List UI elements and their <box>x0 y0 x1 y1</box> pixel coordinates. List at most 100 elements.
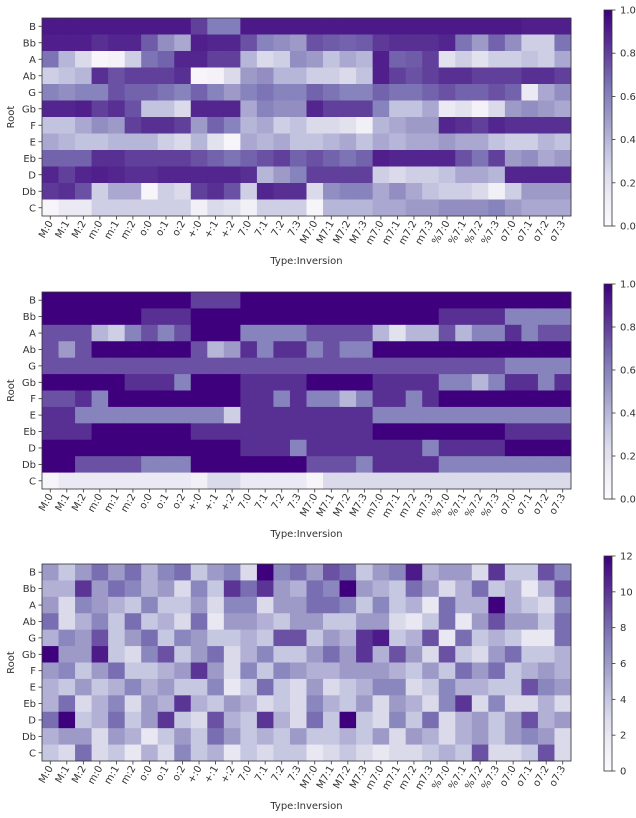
heatmap-cell <box>422 406 440 424</box>
colorbar-tick-label: 0.2 <box>620 178 636 189</box>
colorbar-tick-label: 0.4 <box>620 409 636 420</box>
x-tick-label: +:0 <box>186 492 205 513</box>
heatmap-cell <box>190 406 208 424</box>
heatmap-cell <box>124 456 142 473</box>
y-tick-label: G <box>28 633 36 644</box>
heatmap-cell <box>537 678 555 696</box>
heatmap-cell <box>488 439 506 457</box>
heatmap-cell <box>372 341 390 359</box>
x-tick-label: o:0 <box>138 492 155 511</box>
heatmap-cell <box>240 406 258 424</box>
heatmap-cell <box>223 580 241 598</box>
heatmap-cell <box>141 695 159 713</box>
heatmap-cell <box>422 695 440 713</box>
heatmap-cell <box>42 324 59 342</box>
heatmap-cell <box>405 695 423 713</box>
heatmap-cell <box>488 133 506 151</box>
heatmap-cell <box>190 18 208 35</box>
heatmap-cell <box>455 629 473 647</box>
heatmap-cell <box>42 456 59 473</box>
heatmap-cell <box>223 744 241 762</box>
x-tick-label: o7:0 <box>498 219 519 244</box>
heatmap-cell <box>207 18 225 35</box>
heatmap-cell <box>438 67 456 85</box>
heatmap-cell <box>289 439 307 457</box>
heatmap-cell <box>75 728 92 745</box>
heatmap-cell <box>356 183 374 200</box>
heatmap-cell <box>240 292 258 309</box>
heatmap-cell <box>256 34 274 52</box>
colorbar-tick-label: 0.6 <box>620 366 636 377</box>
heatmap-cell <box>356 629 374 647</box>
heatmap-cell <box>223 728 241 745</box>
heatmap-cell <box>124 596 142 614</box>
heatmap-cell <box>372 439 390 457</box>
x-tick-label: o7:1 <box>515 764 536 789</box>
x-tick-label: +:2 <box>219 764 238 785</box>
heatmap-cell <box>157 183 175 200</box>
heatmap-cell <box>488 292 506 309</box>
heatmap-cell <box>207 456 225 473</box>
heatmap-cell <box>389 390 407 408</box>
heatmap-cell <box>124 678 142 696</box>
heatmap-cell <box>75 18 92 35</box>
heatmap-cell <box>389 84 407 101</box>
heatmap-cell <box>108 390 126 408</box>
heatmap-cell <box>223 100 241 118</box>
heatmap-cell <box>537 423 555 441</box>
heatmap-cell <box>389 117 407 134</box>
heatmap-cell <box>405 199 423 217</box>
heatmap-cell <box>190 100 208 118</box>
heatmap-cell <box>223 67 241 85</box>
heatmap-cell <box>108 629 126 647</box>
heatmap-cell <box>554 406 572 424</box>
heatmap-cell <box>537 183 555 200</box>
heatmap-cell <box>455 580 473 598</box>
heatmap-cell <box>339 646 357 663</box>
heatmap-cell <box>521 51 539 68</box>
heatmap-cell <box>157 678 175 696</box>
heatmap-cell <box>289 678 307 696</box>
heatmap-cell <box>372 580 390 598</box>
heatmap-cell <box>323 744 340 762</box>
colorbar-tick-label: 0.2 <box>620 452 636 463</box>
heatmap-cell <box>157 472 175 490</box>
y-tick-label: Gb <box>22 104 36 115</box>
heatmap-cell <box>389 711 407 729</box>
heatmap-cell <box>207 580 225 598</box>
heatmap-cell <box>223 18 241 35</box>
heatmap-cell <box>455 711 473 729</box>
heatmap-cell <box>521 472 539 490</box>
heatmap-cell <box>471 341 489 359</box>
heatmap-cell <box>174 100 192 118</box>
heatmap-cell <box>389 728 407 745</box>
heatmap-cell <box>256 472 274 490</box>
heatmap-cell <box>438 199 456 217</box>
heatmap-cell <box>471 744 489 762</box>
heatmap-cell <box>190 728 208 745</box>
heatmap-cell <box>240 133 258 151</box>
heatmap-cell <box>157 199 175 217</box>
heatmap-cell <box>438 150 456 167</box>
heatmap-cell <box>438 580 456 598</box>
heatmap-cell <box>256 695 274 713</box>
x-tick-label: 7:2 <box>270 492 288 511</box>
y-tick-label: F <box>30 394 36 405</box>
heatmap-cell <box>323 18 340 35</box>
heatmap-cell <box>256 324 274 342</box>
heatmap-cell <box>455 324 473 342</box>
heatmap-cell <box>207 341 225 359</box>
heatmap-cell <box>455 100 473 118</box>
heatmap-cell <box>75 357 92 375</box>
heatmap-cell <box>323 150 340 167</box>
heatmap-cell <box>75 596 92 614</box>
heatmap-cell <box>521 324 539 342</box>
heatmap-cell <box>289 199 307 217</box>
heatmap-cell <box>190 472 208 490</box>
heatmap-cell <box>42 678 59 696</box>
heatmap-cell <box>422 51 440 68</box>
heatmap-cell <box>289 292 307 309</box>
heatmap-cell <box>289 629 307 647</box>
heatmap-cell <box>306 439 324 457</box>
heatmap-cell <box>471 423 489 441</box>
